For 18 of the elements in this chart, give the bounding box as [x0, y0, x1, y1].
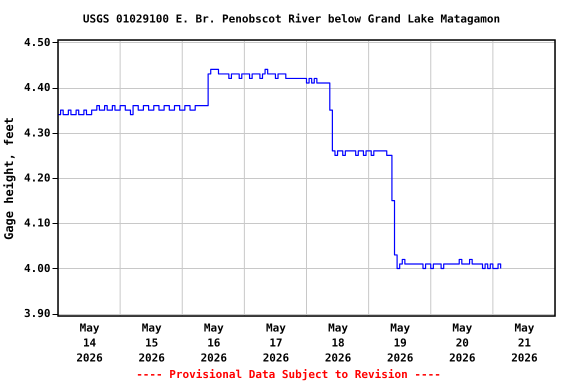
y-tick-label: 4.00: [24, 262, 50, 275]
y-tick-label: 3.90: [24, 307, 50, 320]
y-tick-label: 4.50: [24, 36, 50, 49]
y-tick-label: 4.30: [24, 126, 50, 140]
y-tick-label: 4.10: [24, 216, 50, 230]
y-axis-title: Gage height, feet: [2, 117, 16, 240]
x-tick-label: May 20 2026: [449, 322, 476, 364]
x-tick-label: May 18 2026: [324, 322, 352, 364]
x-tick-label: May 17 2026: [262, 322, 290, 364]
x-tick-label: May 21 2026: [511, 322, 538, 364]
x-tick-label: May 15 2026: [138, 322, 166, 364]
chart-title: USGS 01029100 E. Br. Penobscot River below Grand Lake Matagamon: [82, 12, 500, 26]
x-tick-label: May 19 2026: [386, 322, 414, 364]
text: ---- Provisional Data Subject to Revision ----: [136, 368, 441, 381]
y-tick-label: 4.40: [24, 81, 50, 94]
x-tick-label: May 14 2026: [76, 322, 104, 364]
x-tick-label: May 16 2026: [200, 322, 228, 364]
y-tick-label: 4.20: [24, 172, 50, 184]
